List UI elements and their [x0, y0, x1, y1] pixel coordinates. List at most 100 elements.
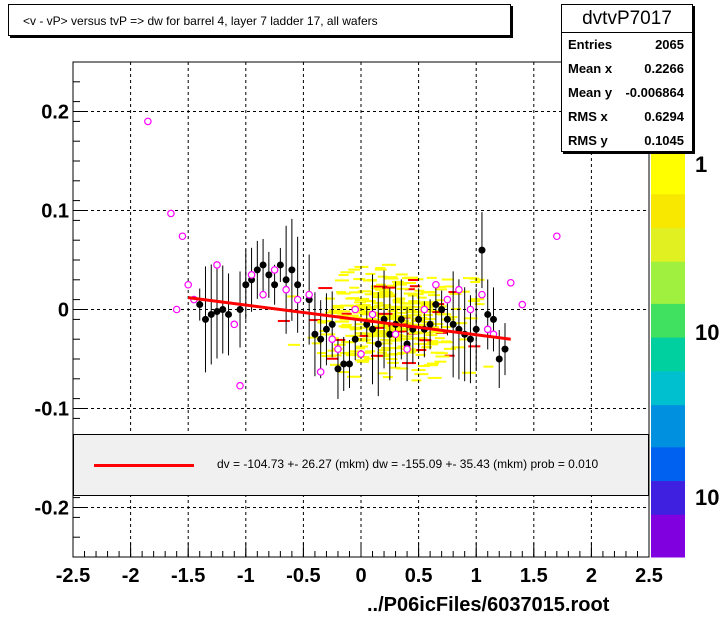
density-cell	[336, 292, 351, 295]
density-cell	[348, 268, 361, 271]
density-cell	[468, 345, 481, 348]
profile-point	[328, 320, 336, 328]
profile-open-point	[443, 295, 452, 304]
density-cell	[371, 314, 382, 317]
density-cell	[393, 298, 406, 301]
profile-point	[253, 266, 261, 274]
density-cell	[463, 277, 478, 280]
density-cell	[395, 273, 408, 276]
density-cell	[374, 268, 387, 271]
profile-point	[196, 301, 204, 309]
colorbar-cell	[651, 489, 685, 499]
density-cell	[376, 283, 387, 286]
density-cell	[408, 349, 419, 352]
colorbar-cell	[651, 287, 685, 296]
density-cell	[390, 316, 405, 319]
colorbar-cell	[651, 405, 685, 415]
density-cell	[372, 296, 385, 299]
colorbar-cell	[651, 447, 685, 457]
density-cell	[453, 322, 468, 325]
density-cell	[381, 263, 396, 266]
density-cell	[437, 313, 452, 316]
density-cell	[349, 328, 362, 331]
colorbar-cell	[651, 236, 685, 246]
profile-open-point	[466, 305, 475, 314]
density-cell	[355, 359, 370, 362]
stats-panel: dvtvP7017 Entries 2065 Mean x 0.2266 Mean …	[561, 4, 693, 152]
density-cell	[424, 343, 439, 346]
colorbar-cell	[651, 379, 685, 389]
density-cell	[364, 300, 375, 303]
title-text: <v - vP> versus tvP => dw for barrel 4, …	[23, 14, 378, 28]
density-cell	[324, 297, 335, 300]
density-cell	[440, 326, 451, 329]
density-cell	[364, 357, 375, 360]
density-cell	[421, 301, 436, 304]
density-cell	[421, 346, 432, 349]
density-cell	[365, 272, 376, 275]
profile-point	[282, 276, 290, 284]
colorbar-cell	[651, 152, 685, 161]
density-cell	[364, 293, 375, 296]
stats-key: Mean x	[568, 61, 613, 76]
profile-point	[432, 301, 440, 309]
density-cell	[354, 301, 367, 304]
colorbar-cell	[651, 312, 685, 322]
fit-line	[188, 296, 511, 341]
density-cell	[441, 278, 454, 281]
density-cell	[451, 307, 462, 310]
density-cell	[421, 302, 436, 305]
density-cell	[428, 340, 439, 343]
density-cell	[417, 364, 430, 367]
profile-point	[201, 315, 209, 323]
profile-open-point	[172, 305, 181, 314]
density-cell	[407, 314, 422, 317]
profile-point	[443, 315, 451, 323]
axes: -2.5 -2 -1.5 -1 -0.5 0 0.5 1 1.5 2 2.5 0.2 0.1 0 -0.1 -…	[35, 61, 663, 587]
density-cell	[349, 286, 360, 289]
density-cell	[434, 360, 447, 363]
profile-open-point	[167, 209, 175, 218]
colorbar-cell	[651, 320, 685, 330]
density-cell	[375, 335, 386, 338]
density-cell	[435, 299, 446, 302]
density-cell	[353, 337, 366, 340]
density-cell	[427, 376, 442, 379]
density-cell	[449, 292, 462, 295]
profile-point	[501, 345, 509, 353]
density-cell	[415, 353, 426, 356]
density-cell	[386, 317, 401, 320]
profile-point	[259, 261, 267, 269]
density-cell	[307, 336, 320, 339]
density-cell	[392, 314, 407, 317]
profile-point	[207, 310, 215, 318]
profile-open-point	[432, 280, 440, 289]
colorbar-cell	[651, 548, 685, 558]
density-cell	[474, 278, 485, 281]
density-cell	[414, 373, 429, 376]
profile-open-point	[270, 266, 279, 274]
density-cell	[426, 341, 439, 344]
density-cell	[366, 341, 381, 344]
density-cell	[362, 307, 375, 310]
profile-point	[495, 355, 503, 363]
density-cell	[403, 302, 418, 305]
y-tick-label: -0.1	[35, 399, 69, 421]
profile-open-point	[213, 261, 221, 269]
density-cell	[360, 351, 373, 354]
x-tick-label: 2	[586, 565, 597, 587]
profile-point	[236, 306, 244, 313]
density-cell	[366, 332, 381, 335]
density-cell	[392, 301, 405, 304]
density-cell	[356, 345, 369, 348]
density-cell	[377, 351, 388, 354]
profile-point	[386, 330, 394, 338]
stats-row-mean-x: Mean x 0.2266	[562, 57, 692, 81]
density-cell	[429, 309, 444, 312]
density-cell	[382, 286, 397, 289]
density-cell	[354, 332, 365, 335]
y-tick-label: 0.1	[41, 201, 69, 223]
density-cell	[409, 285, 420, 288]
density-cell	[357, 290, 372, 293]
